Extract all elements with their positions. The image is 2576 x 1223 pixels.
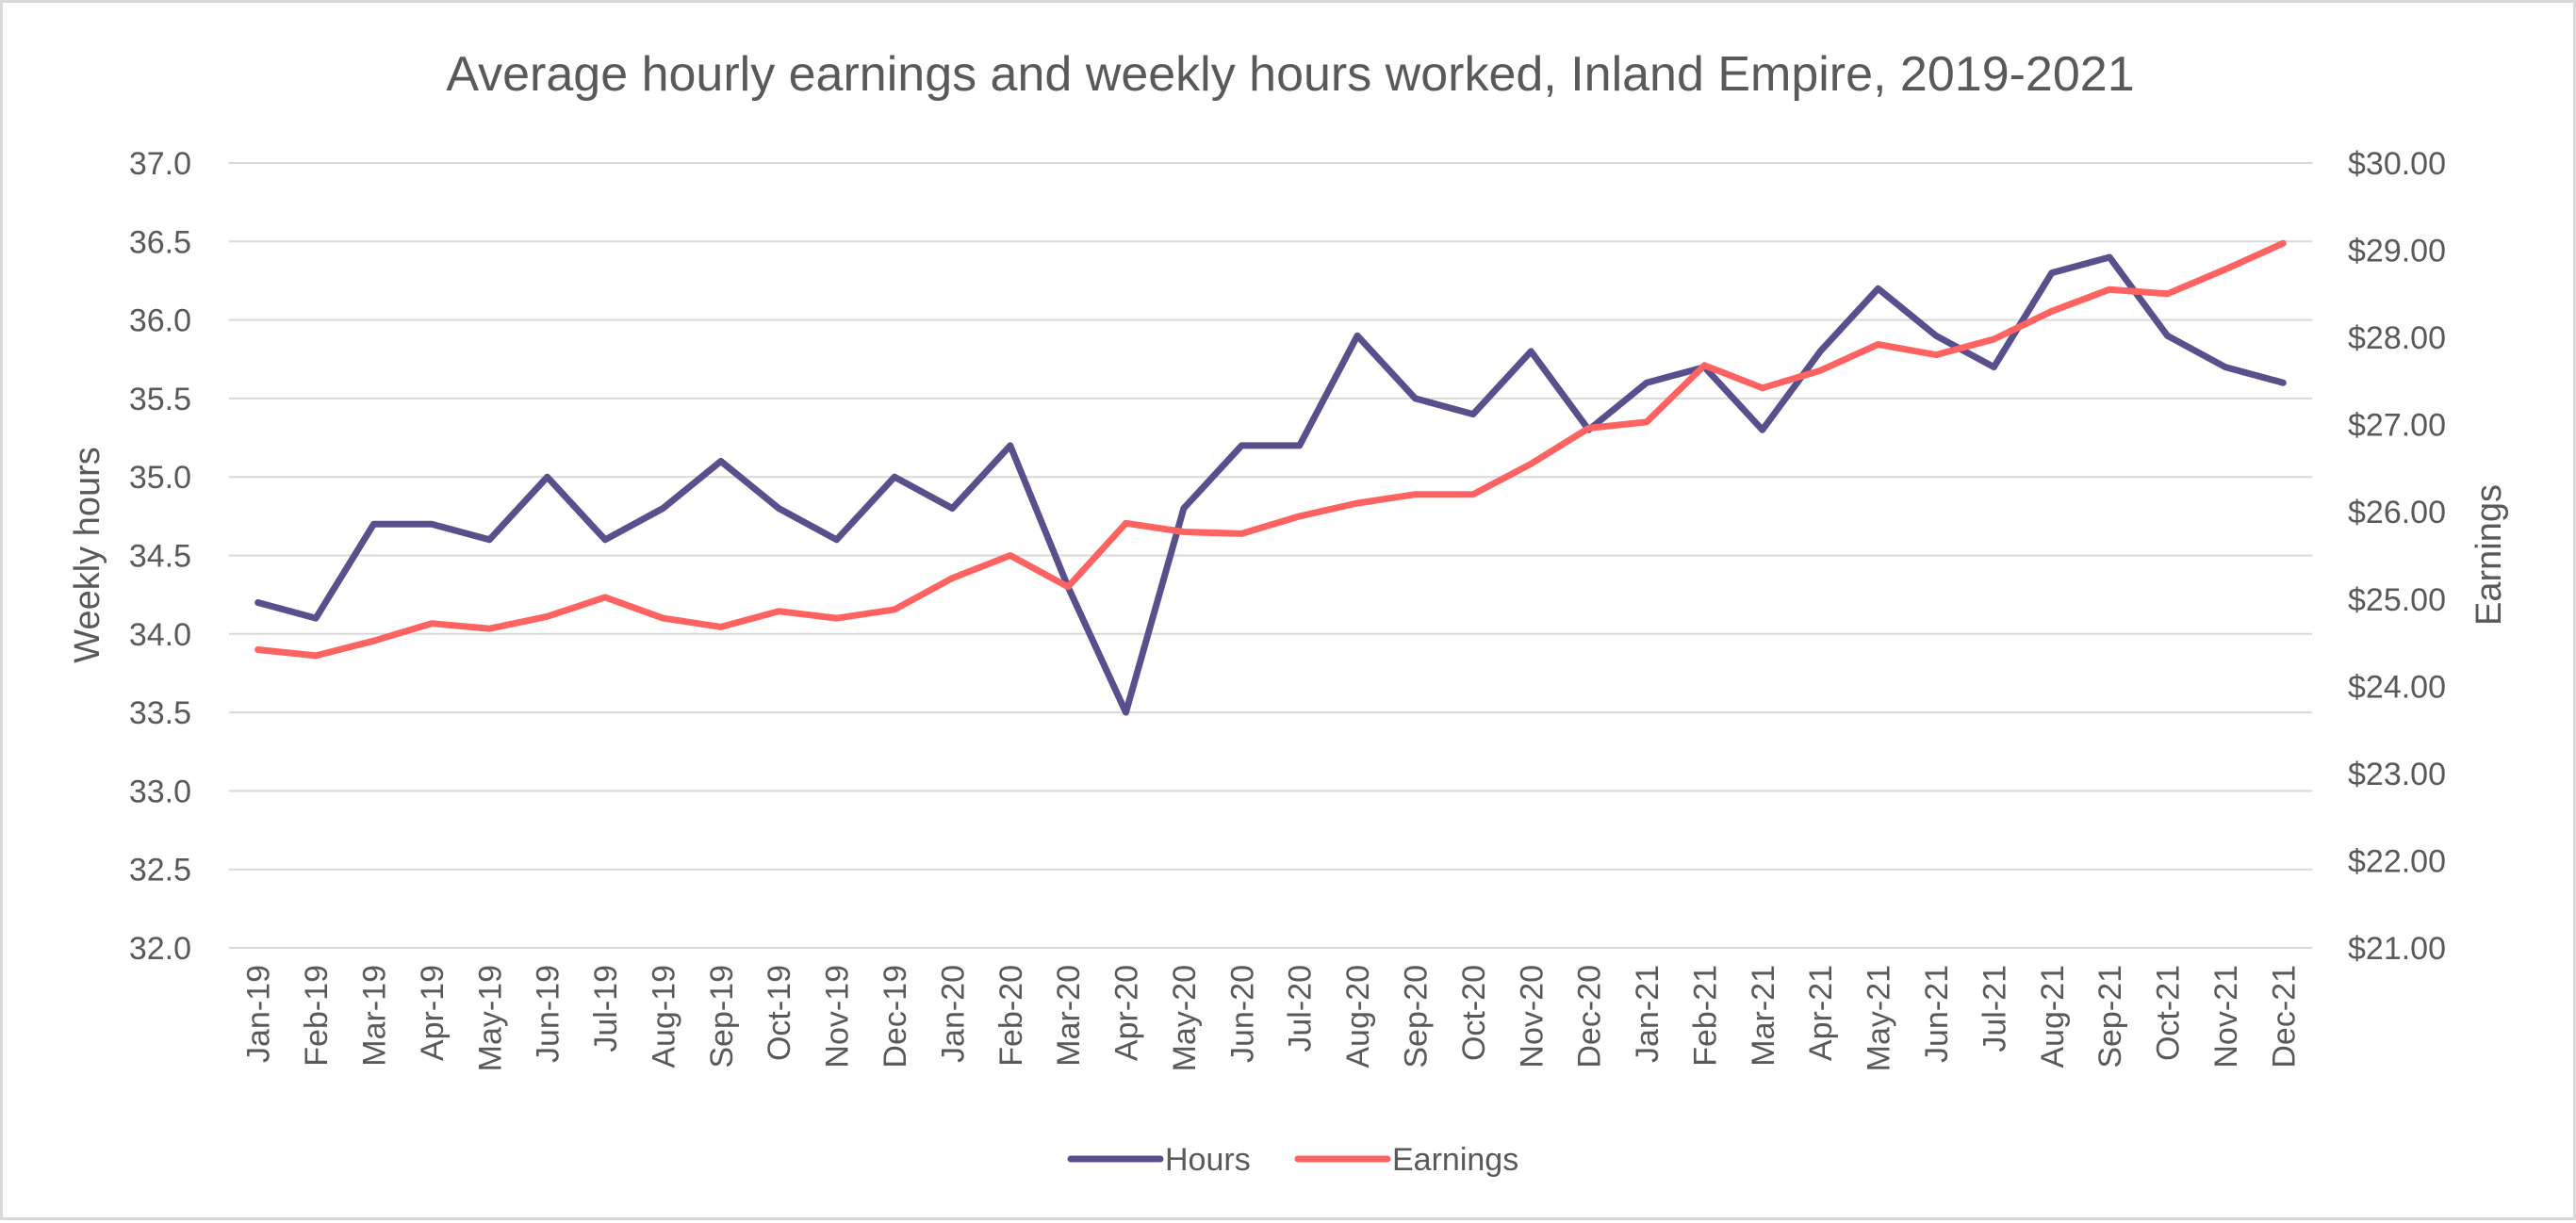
legend-label-hours: Hours [1165, 1142, 1251, 1178]
line-chart: Average hourly earnings and weekly hours… [68, 47, 2509, 1178]
chart-title: Average hourly earnings and weekly hours… [446, 47, 2134, 102]
x-tick-label: Dec-19 [878, 965, 913, 1068]
x-tick-label: Oct-19 [762, 965, 797, 1061]
x-tick-label: Nov-19 [820, 965, 856, 1068]
x-tick-label: Jun-20 [1224, 965, 1260, 1063]
x-tick-label: Mar-19 [356, 965, 392, 1067]
x-tick-label: Sep-21 [2092, 965, 2128, 1068]
x-tick-label: Jan-20 [935, 965, 971, 1063]
x-tick-label: Feb-19 [299, 965, 335, 1067]
right-tick-label: $22.00 [2348, 843, 2446, 879]
x-tick-label: Dec-20 [1572, 965, 1608, 1068]
x-tick-label: Sep-20 [1398, 965, 1434, 1068]
series-line-hours [254, 253, 2287, 716]
x-tick-label: Apr-21 [1803, 965, 1839, 1061]
x-tick-label: Nov-21 [2208, 965, 2244, 1068]
x-axis-ticks: Jan-19 Feb-19 Mar-19 Apr-19 May-19 Jun-19 Jul-… [241, 965, 2303, 1071]
left-tick-label: 36.5 [129, 224, 191, 260]
left-tick-label: 32.5 [129, 853, 191, 889]
x-tick-label: Jul-21 [1977, 965, 2012, 1052]
series-line-earnings [254, 239, 2287, 660]
x-tick-label: Apr-19 [415, 965, 451, 1061]
legend-label-earnings: Earnings [1392, 1142, 1518, 1178]
right-tick-label: $26.00 [2348, 495, 2446, 530]
x-tick-label: Jun-21 [1919, 965, 1955, 1063]
x-tick-label: Aug-21 [2035, 965, 2071, 1068]
x-tick-label: Jan-19 [241, 965, 277, 1063]
x-tick-label: May-19 [472, 965, 508, 1071]
left-tick-label: 33.0 [129, 774, 191, 809]
x-tick-label: Nov-20 [1514, 965, 1550, 1068]
right-axis-ticks: $21.00 $22.00 $23.00 $24.00 $25.00 $26.00 $27.… [2348, 146, 2446, 967]
x-tick-label: Dec-21 [2266, 965, 2302, 1068]
right-tick-label: $27.00 [2348, 408, 2446, 444]
left-tick-label: 35.5 [129, 382, 191, 417]
left-tick-label: 36.0 [129, 303, 191, 339]
left-axis-ticks: 32.0 32.5 33.0 33.5 34.0 34.5 35.0 35.5 36.0 36.5… [129, 146, 191, 967]
x-tick-label: Jul-20 [1283, 965, 1319, 1052]
x-tick-label: Sep-19 [704, 965, 740, 1068]
x-tick-label: Jul-19 [588, 965, 624, 1052]
legend: Hours Earnings [1067, 1142, 1518, 1178]
x-tick-label: Mar-21 [1746, 965, 1781, 1067]
x-tick-label: Apr-20 [1109, 965, 1145, 1061]
left-tick-label: 34.0 [129, 617, 191, 653]
right-tick-label: $23.00 [2348, 757, 2446, 792]
gridlines [229, 162, 2312, 949]
right-tick-label: $28.00 [2348, 320, 2446, 356]
left-tick-label: 32.0 [129, 931, 191, 967]
x-tick-label: May-20 [1167, 965, 1203, 1071]
x-tick-label: May-21 [1862, 965, 1897, 1071]
x-tick-label: Feb-20 [993, 965, 1029, 1067]
x-tick-label: Jan-21 [1630, 965, 1665, 1063]
x-tick-label: Aug-20 [1340, 965, 1376, 1068]
x-tick-label: Aug-19 [646, 965, 681, 1068]
right-tick-label: $30.00 [2348, 146, 2446, 182]
x-tick-label: Oct-21 [2151, 965, 2187, 1061]
left-tick-label: 33.5 [129, 695, 191, 731]
x-tick-label: Jun-19 [531, 965, 566, 1063]
x-tick-label: Feb-21 [1687, 965, 1723, 1067]
right-tick-label: $25.00 [2348, 582, 2446, 618]
left-axis-title: Weekly hours [68, 447, 107, 663]
x-tick-label: Oct-20 [1456, 965, 1492, 1061]
left-tick-label: 37.0 [129, 146, 191, 182]
right-tick-label: $29.00 [2348, 234, 2446, 269]
left-tick-label: 35.0 [129, 460, 191, 496]
series-lines [254, 239, 2287, 716]
left-tick-label: 34.5 [129, 539, 191, 575]
right-tick-label: $21.00 [2348, 931, 2446, 967]
right-axis-title: Earnings [2469, 484, 2509, 626]
right-tick-label: $24.00 [2348, 669, 2446, 705]
x-tick-label: Mar-20 [1051, 965, 1087, 1067]
